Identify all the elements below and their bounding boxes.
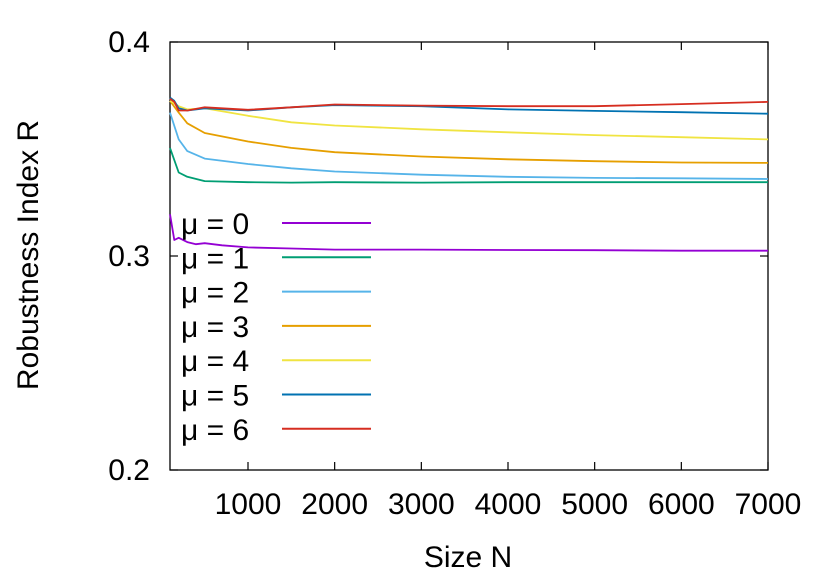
legend: μ = 0μ = 1μ = 2μ = 3μ = 4μ = 5μ = 6 [181,208,371,447]
legend-label-mu-4: μ = 4 [181,345,249,378]
legend-label-mu-1: μ = 1 [181,242,249,275]
series-line-mu-3 [169,100,769,164]
series-line-mu-0 [169,214,768,252]
legend-label-mu-5: μ = 5 [181,380,249,413]
x-tick-label: 1000 [215,488,282,521]
x-tick-label: 7000 [735,488,802,521]
legend-label-mu-6: μ = 6 [181,414,249,447]
y-tick-label: 0.4 [108,26,150,59]
x-tick-label: 3000 [388,488,455,521]
y-tick-label: 0.2 [108,454,150,487]
x-tick-label: 6000 [648,488,715,521]
series-lines [169,96,769,252]
x-tick-label: 2000 [301,488,368,521]
y-tick-label: 0.3 [108,240,150,273]
legend-label-mu-2: μ = 2 [181,277,249,310]
x-tick-label: 5000 [561,488,628,521]
x-tick-label: 4000 [475,488,542,521]
x-axis-title: Size N [424,541,512,574]
legend-label-mu-3: μ = 3 [181,311,249,344]
series-line-mu-4 [169,100,769,141]
axis-ticks: 1000 2000 3000 4000 5000 6000 7000 0.2 0.3 0.4 [108,26,801,521]
series-line-mu-1 [169,147,768,184]
legend-label-mu-0: μ = 0 [181,208,249,241]
y-axis-title: Robustness Index R [12,120,45,390]
series-line-mu-2 [169,112,769,180]
series-line-mu-6 [169,97,769,112]
